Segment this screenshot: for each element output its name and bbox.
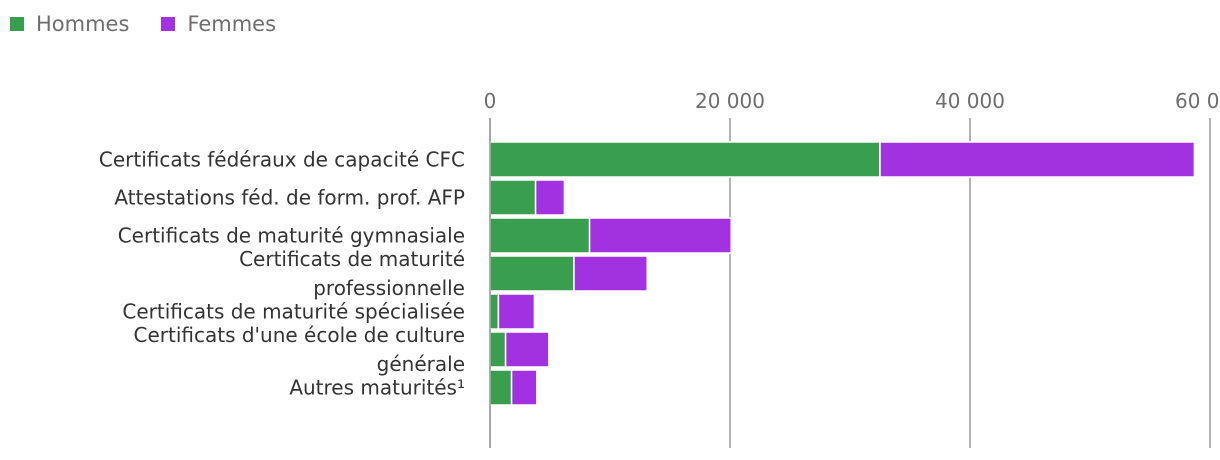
category-label-line: professionnelle [313, 276, 465, 300]
legend: Hommes Femmes [10, 12, 276, 36]
x-tick-label: 20 000 [695, 89, 765, 113]
category-label-line: Attestations féd. de form. prof. AFP [114, 186, 465, 210]
bar-hommes[interactable] [489, 331, 507, 368]
bar-hommes[interactable] [489, 179, 537, 216]
category-label-line: Certificats de maturité spécialisée [122, 300, 465, 324]
legend-swatch-hommes [10, 17, 24, 31]
category-label: Certificats de maturité professionnelle [239, 247, 465, 300]
bar-femmes[interactable] [497, 293, 536, 330]
legend-label-hommes: Hommes [36, 12, 130, 36]
category-label-line: Certificats fédéraux de capacité CFC [99, 148, 465, 172]
legend-label-femmes: Femmes [187, 12, 277, 36]
legend-swatch-femmes [161, 17, 176, 31]
bar-hommes[interactable] [489, 217, 591, 254]
bar-hommes[interactable] [489, 255, 575, 292]
category-label-line: Certificats de maturité [239, 247, 465, 271]
bar-femmes[interactable] [588, 217, 732, 254]
x-tick-label: 40 000 [935, 89, 1005, 113]
x-tick-label: 60 000 [1175, 89, 1220, 113]
bar-femmes[interactable] [573, 255, 648, 292]
bar-hommes[interactable] [489, 141, 881, 178]
category-label: Autres maturités¹ [289, 376, 465, 400]
bar-femmes[interactable] [504, 331, 550, 368]
category-label-line: Certificats d'une école de culture [133, 323, 465, 347]
x-tick-label: 0 [484, 89, 497, 113]
bar-hommes[interactable] [489, 369, 513, 406]
bar-femmes[interactable] [879, 141, 1196, 178]
category-label: Certificats de maturité gymnasiale [118, 224, 465, 248]
category-label-line: Certificats de maturité gymnasiale [118, 224, 465, 248]
category-label: Certificats de maturité spécialisée [122, 300, 465, 324]
category-label: Attestations féd. de form. prof. AFP [114, 186, 465, 210]
category-label-line: Autres maturités¹ [289, 376, 465, 400]
legend-item-hommes[interactable]: Hommes [10, 12, 129, 36]
category-label: Certificats d'une école de culture généra… [133, 323, 465, 376]
bar-hommes[interactable] [489, 293, 500, 330]
legend-item-femmes[interactable]: Femmes [161, 12, 276, 36]
category-label-line: générale [377, 352, 465, 376]
category-label: Certificats fédéraux de capacité CFC [99, 148, 465, 172]
bar-femmes[interactable] [534, 179, 566, 216]
bar-femmes[interactable] [510, 369, 538, 406]
